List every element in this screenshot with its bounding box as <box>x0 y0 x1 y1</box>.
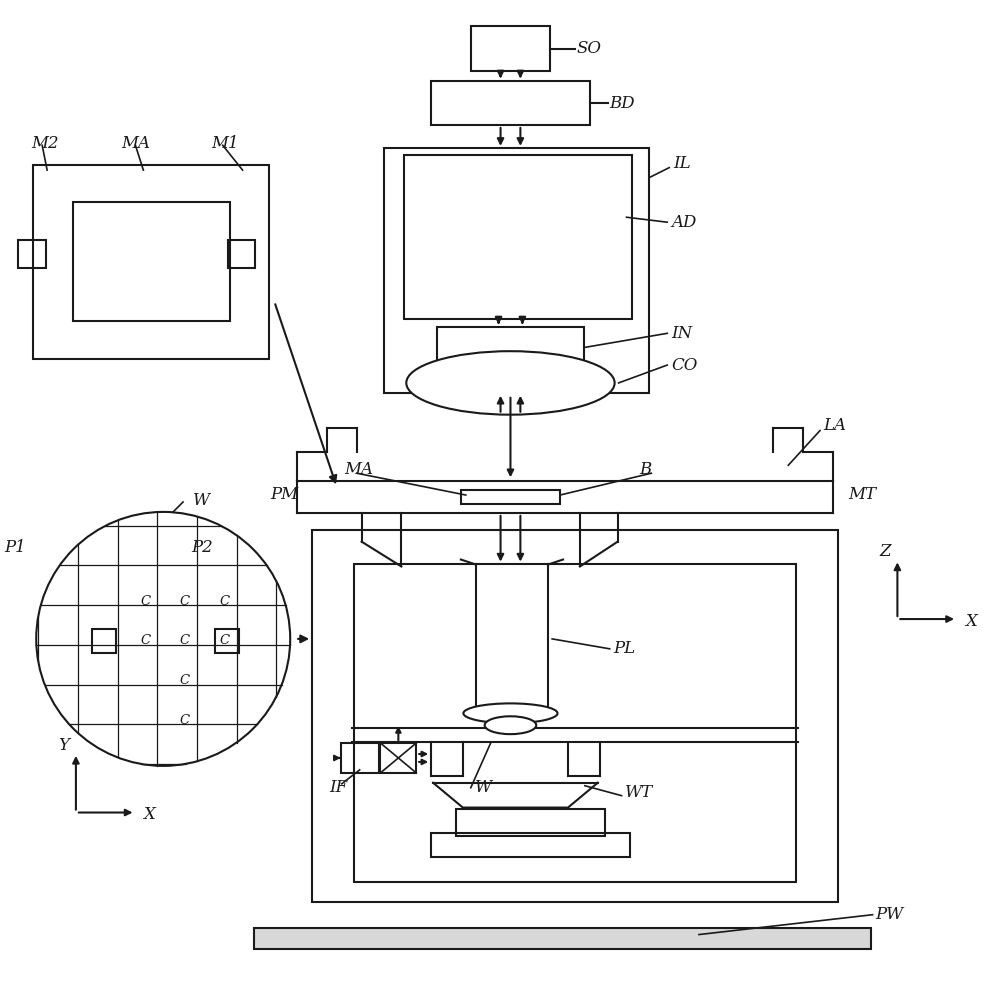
Bar <box>340 743 378 773</box>
Bar <box>33 165 269 359</box>
Bar <box>18 240 46 268</box>
Bar <box>461 490 560 504</box>
Text: Y: Y <box>59 737 70 754</box>
Bar <box>431 81 590 125</box>
Ellipse shape <box>463 703 558 723</box>
Text: IL: IL <box>674 155 691 172</box>
Text: C: C <box>141 634 151 647</box>
Text: MT: MT <box>847 486 876 503</box>
Text: C: C <box>180 595 190 608</box>
Text: AD: AD <box>672 214 697 231</box>
Ellipse shape <box>485 716 536 734</box>
Text: C: C <box>220 634 230 647</box>
Text: LA: LA <box>823 417 846 434</box>
Text: MA: MA <box>122 135 151 152</box>
Text: X: X <box>144 806 156 823</box>
Bar <box>312 530 838 902</box>
Bar <box>73 202 230 321</box>
Text: C: C <box>180 674 190 687</box>
Text: IN: IN <box>672 325 693 342</box>
Text: P2: P2 <box>191 539 213 556</box>
Ellipse shape <box>406 351 615 415</box>
Bar <box>353 564 796 882</box>
Bar <box>228 240 255 268</box>
Bar <box>471 26 550 71</box>
Text: M2: M2 <box>31 135 59 152</box>
Text: M1: M1 <box>211 135 239 152</box>
Text: PW: PW <box>875 906 904 923</box>
Bar <box>404 155 632 319</box>
Bar <box>431 833 630 857</box>
Bar <box>384 148 650 393</box>
Text: W: W <box>475 779 492 796</box>
Text: SO: SO <box>577 40 602 57</box>
Text: CO: CO <box>672 357 698 374</box>
Text: C: C <box>180 634 190 647</box>
Bar <box>456 809 605 836</box>
Text: B: B <box>640 461 652 478</box>
Text: WT: WT <box>625 784 653 801</box>
Bar <box>215 629 239 653</box>
Text: W: W <box>193 492 211 509</box>
Text: MA: MA <box>343 461 373 478</box>
Bar <box>437 327 584 367</box>
Text: IF: IF <box>329 779 347 796</box>
Text: O: O <box>505 719 516 732</box>
Text: BD: BD <box>610 95 636 112</box>
Bar <box>380 743 416 773</box>
Bar <box>92 629 116 653</box>
Text: PL: PL <box>614 640 636 657</box>
Text: P1: P1 <box>5 539 26 556</box>
Text: PM: PM <box>270 486 298 503</box>
Text: X: X <box>965 613 977 630</box>
Text: Z: Z <box>880 543 891 560</box>
Text: C: C <box>180 714 190 727</box>
Bar <box>253 928 870 949</box>
Text: C: C <box>141 595 151 608</box>
Text: C: C <box>220 595 230 608</box>
